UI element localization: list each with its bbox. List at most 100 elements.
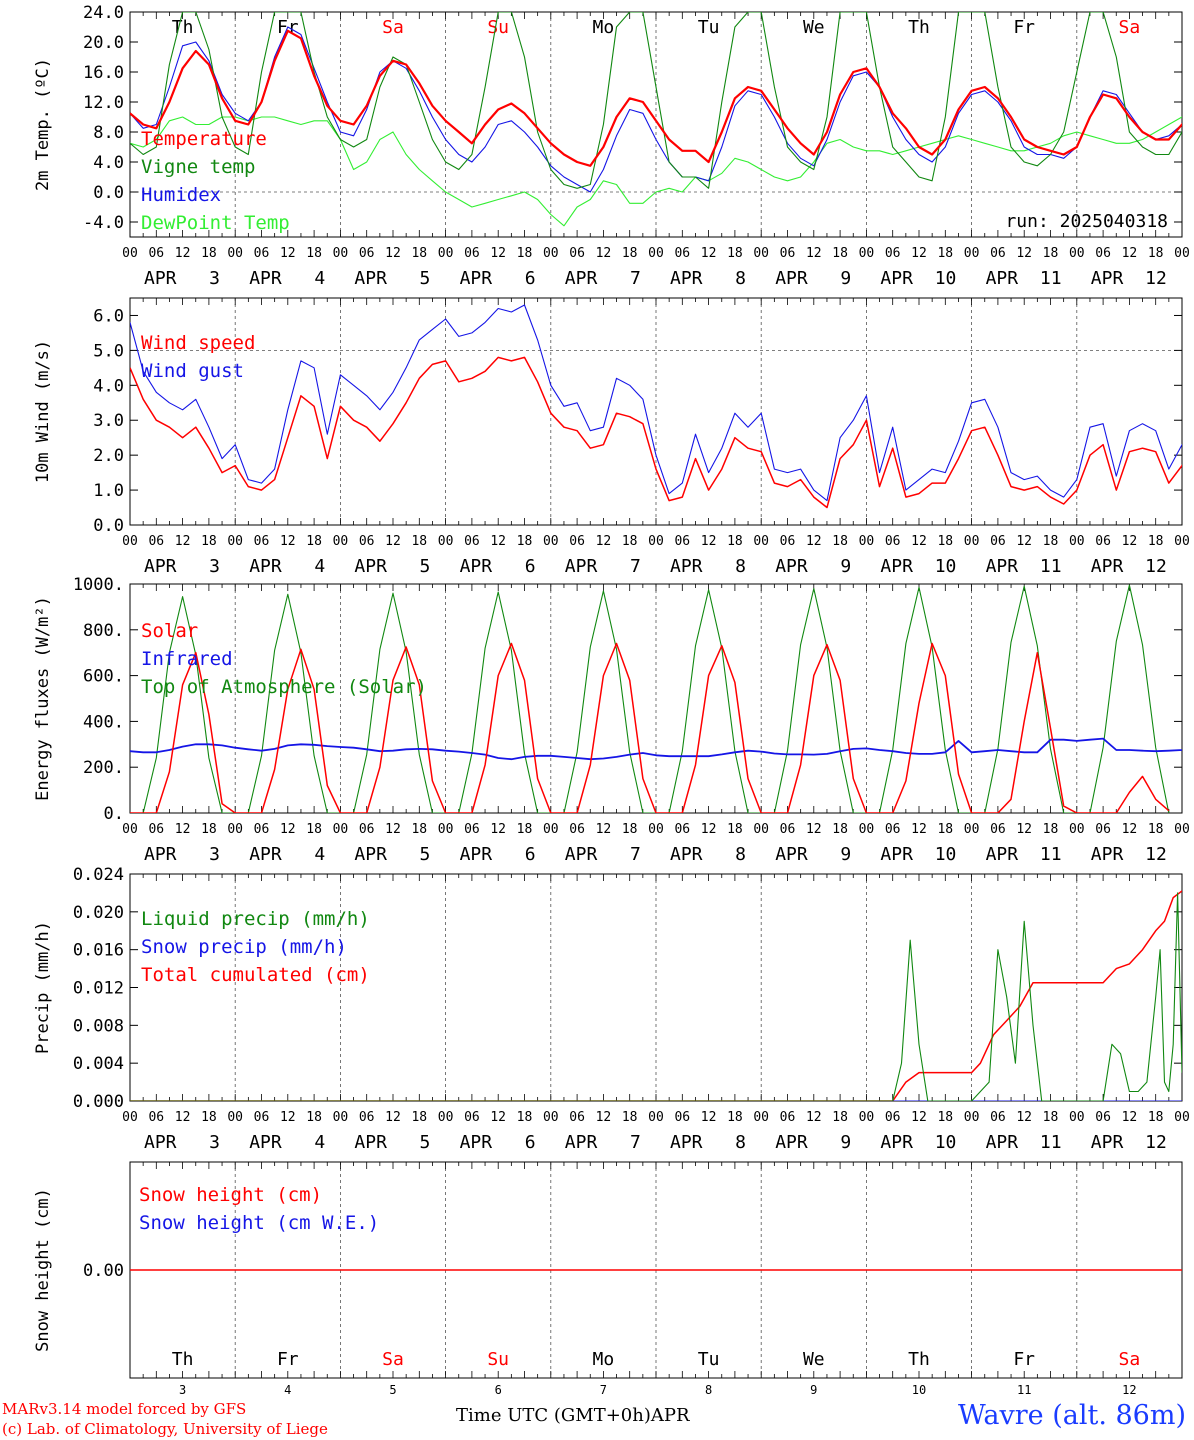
panel-snow: 0.00 Snow height (cm) Th 3 Fr 4 Sa 5 Su 6 Mo 7 Tu 8 We… <box>33 1161 1183 1397</box>
y-tick-label: 12.0 <box>83 93 124 113</box>
y-axis-label: Snow height (cm) <box>33 1188 53 1352</box>
hour-tick-label: 12 <box>911 246 927 261</box>
hour-tick-label: 00 <box>859 822 875 837</box>
hour-tick-label: 06 <box>990 534 1006 549</box>
hour-tick-label: 12 <box>385 246 401 261</box>
day-month-label: APR <box>1091 844 1124 865</box>
weekday-label: Fr <box>1013 1349 1035 1370</box>
day-month-label: APR <box>986 556 1019 577</box>
hour-tick-label: 00 <box>753 246 769 261</box>
hour-tick-label: 06 <box>780 534 796 549</box>
y-axis-label: 10m Wind (m/s) <box>33 340 53 483</box>
series-line <box>130 116 1182 227</box>
hour-tick-label: 06 <box>1095 1110 1111 1125</box>
day-month-label: APR <box>565 1132 598 1153</box>
hour-tick-label: 12 <box>1122 534 1138 549</box>
hour-tick-label: 06 <box>780 822 796 837</box>
hour-tick-label: 00 <box>1174 246 1190 261</box>
legend-entry: Infrared <box>141 648 233 670</box>
hour-tick-label: 12 <box>490 246 506 261</box>
day-number-label: 12 <box>1145 556 1167 577</box>
day-number-label: 5 <box>389 1383 396 1397</box>
y-tick-label: 0.016 <box>73 941 124 961</box>
day-number-label: 3 <box>179 1383 186 1397</box>
weekday-label: We <box>803 17 825 38</box>
hour-tick-label: 00 <box>648 822 664 837</box>
day-number-label: 3 <box>209 268 220 289</box>
hour-tick-label: 12 <box>385 1110 401 1125</box>
hour-tick-label: 18 <box>411 534 427 549</box>
day-number-label: 8 <box>735 1132 746 1153</box>
day-month-label: APR <box>354 1132 387 1153</box>
legend-entry: Humidex <box>141 184 221 206</box>
hour-tick-label: 00 <box>1174 1110 1190 1125</box>
hour-tick-label: 00 <box>1069 1110 1085 1125</box>
hour-tick-label: 18 <box>306 534 322 549</box>
hour-tick-label: 00 <box>648 534 664 549</box>
hour-tick-label: 06 <box>254 822 270 837</box>
day-number-label: 10 <box>935 1132 957 1153</box>
hour-tick-label: 00 <box>543 822 559 837</box>
hour-tick-label: 06 <box>1095 534 1111 549</box>
hour-tick-label: 12 <box>1016 246 1032 261</box>
hour-tick-label: 00 <box>438 246 454 261</box>
hour-tick-label: 00 <box>753 822 769 837</box>
hour-tick-label: 18 <box>411 246 427 261</box>
time-axis-month: APR <box>650 1405 690 1426</box>
y-tick-label: 0. <box>104 804 124 824</box>
hour-tick-label: 18 <box>832 822 848 837</box>
series-line <box>130 304 1182 502</box>
hour-tick-label: 18 <box>517 246 533 261</box>
day-number-label: 6 <box>525 844 536 865</box>
day-month-label: APR <box>354 556 387 577</box>
hour-tick-label: 12 <box>175 246 191 261</box>
day-month-label: APR <box>144 1132 177 1153</box>
hour-tick-label: 12 <box>490 822 506 837</box>
day-month-label: APR <box>460 1132 493 1153</box>
day-number-label: 10 <box>912 1383 926 1397</box>
hour-tick-label: 00 <box>964 822 980 837</box>
hour-tick-label: 06 <box>569 534 585 549</box>
panel-precip: 0.024 0.020 0.016 0.012 0.008 0.004 0.000 Preci… <box>33 865 1190 1153</box>
hour-tick-label: 18 <box>201 822 217 837</box>
hour-tick-label: 00 <box>859 534 875 549</box>
hour-tick-label: 12 <box>280 534 296 549</box>
legend-entry: Wind gust <box>141 360 244 382</box>
hour-tick-label: 12 <box>490 1110 506 1125</box>
day-number-label: 9 <box>840 844 851 865</box>
hour-tick-label: 00 <box>543 246 559 261</box>
hour-tick-label: 06 <box>148 822 164 837</box>
weekday-label: Th <box>908 17 930 38</box>
day-month-label: APR <box>775 1132 808 1153</box>
hour-tick-label: 00 <box>648 1110 664 1125</box>
hour-tick-label: 18 <box>727 246 743 261</box>
day-month-label: APR <box>460 268 493 289</box>
hour-tick-label: 00 <box>964 246 980 261</box>
day-number-label: 3 <box>209 1132 220 1153</box>
day-month-label: APR <box>460 556 493 577</box>
hour-tick-label: 12 <box>175 1110 191 1125</box>
hour-tick-label: 06 <box>674 1110 690 1125</box>
hour-tick-label: 18 <box>306 822 322 837</box>
day-number-label: 6 <box>525 556 536 577</box>
hour-tick-label: 18 <box>727 534 743 549</box>
hour-tick-label: 18 <box>1043 534 1059 549</box>
station-name: Wavre (alt. 86m) <box>958 1400 1186 1431</box>
time-axis-label: Time UTC (GMT+0h) <box>456 1405 651 1426</box>
hour-tick-label: 12 <box>175 822 191 837</box>
hour-tick-label: 12 <box>596 822 612 837</box>
day-number-label: 3 <box>209 556 220 577</box>
y-tick-label: 0.024 <box>73 865 124 885</box>
series-line <box>130 29 1182 167</box>
hour-tick-label: 12 <box>806 246 822 261</box>
y-axis-label: 2m Temp. (ºC) <box>33 58 53 191</box>
day-number-label: 4 <box>314 268 325 289</box>
y-tick-label: 4.0 <box>93 153 124 173</box>
hour-tick-label: 06 <box>464 246 480 261</box>
legend-entry: Snow height (cm W.E.) <box>139 1212 379 1234</box>
hour-tick-label: 00 <box>438 1110 454 1125</box>
hour-tick-label: 00 <box>964 534 980 549</box>
series-line <box>130 892 1182 1101</box>
hour-tick-label: 18 <box>727 1110 743 1125</box>
day-number-label: 4 <box>314 1132 325 1153</box>
